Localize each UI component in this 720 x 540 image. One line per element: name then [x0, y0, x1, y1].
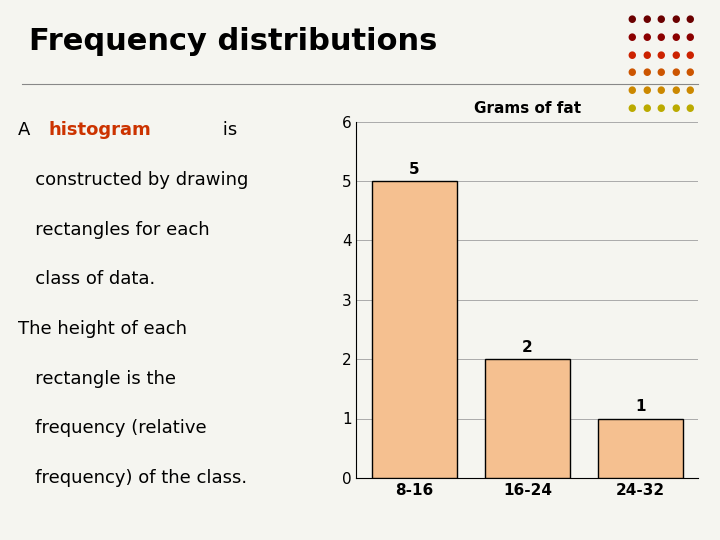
Text: ●: ● — [657, 50, 665, 59]
Text: rectangle is the: rectangle is the — [18, 370, 176, 388]
Text: ●: ● — [671, 68, 680, 77]
Text: ●: ● — [657, 68, 665, 77]
Text: is: is — [217, 122, 237, 139]
Text: ●: ● — [657, 103, 665, 113]
Text: ●: ● — [642, 32, 651, 42]
Text: The height of each: The height of each — [18, 320, 187, 338]
Text: constructed by drawing: constructed by drawing — [18, 171, 248, 189]
Text: ●: ● — [628, 68, 636, 77]
Text: Frequency distributions: Frequency distributions — [29, 27, 437, 56]
Text: A: A — [18, 122, 36, 139]
Text: ●: ● — [685, 32, 694, 42]
Text: ●: ● — [628, 14, 636, 24]
Text: class of data.: class of data. — [18, 271, 156, 288]
Text: ●: ● — [642, 85, 651, 95]
Title: Grams of fat: Grams of fat — [474, 101, 581, 116]
Text: rectangles for each: rectangles for each — [18, 221, 210, 239]
Text: ●: ● — [685, 14, 694, 24]
Text: ●: ● — [671, 50, 680, 59]
Text: 1: 1 — [635, 400, 646, 414]
Text: ●: ● — [642, 14, 651, 24]
Text: ●: ● — [628, 50, 636, 59]
Bar — [485, 359, 570, 478]
Text: ●: ● — [671, 32, 680, 42]
Text: ●: ● — [642, 50, 651, 59]
Text: ●: ● — [628, 85, 636, 95]
Text: ●: ● — [657, 85, 665, 95]
Text: frequency (relative: frequency (relative — [18, 420, 207, 437]
Text: ●: ● — [671, 14, 680, 24]
Text: frequency) of the class.: frequency) of the class. — [18, 469, 247, 487]
Text: ●: ● — [685, 68, 694, 77]
Text: ●: ● — [657, 14, 665, 24]
Text: ●: ● — [685, 50, 694, 59]
Text: ●: ● — [628, 32, 636, 42]
Text: ●: ● — [657, 32, 665, 42]
Text: ●: ● — [628, 103, 636, 113]
Text: ●: ● — [642, 103, 651, 113]
Text: 2: 2 — [522, 340, 533, 355]
Text: 5: 5 — [409, 162, 420, 177]
Text: ●: ● — [642, 68, 651, 77]
Text: ●: ● — [685, 85, 694, 95]
Text: ●: ● — [671, 103, 680, 113]
Bar — [598, 418, 683, 478]
Text: ●: ● — [671, 85, 680, 95]
Bar — [372, 181, 456, 478]
Text: histogram: histogram — [48, 122, 151, 139]
Text: ●: ● — [685, 103, 694, 113]
